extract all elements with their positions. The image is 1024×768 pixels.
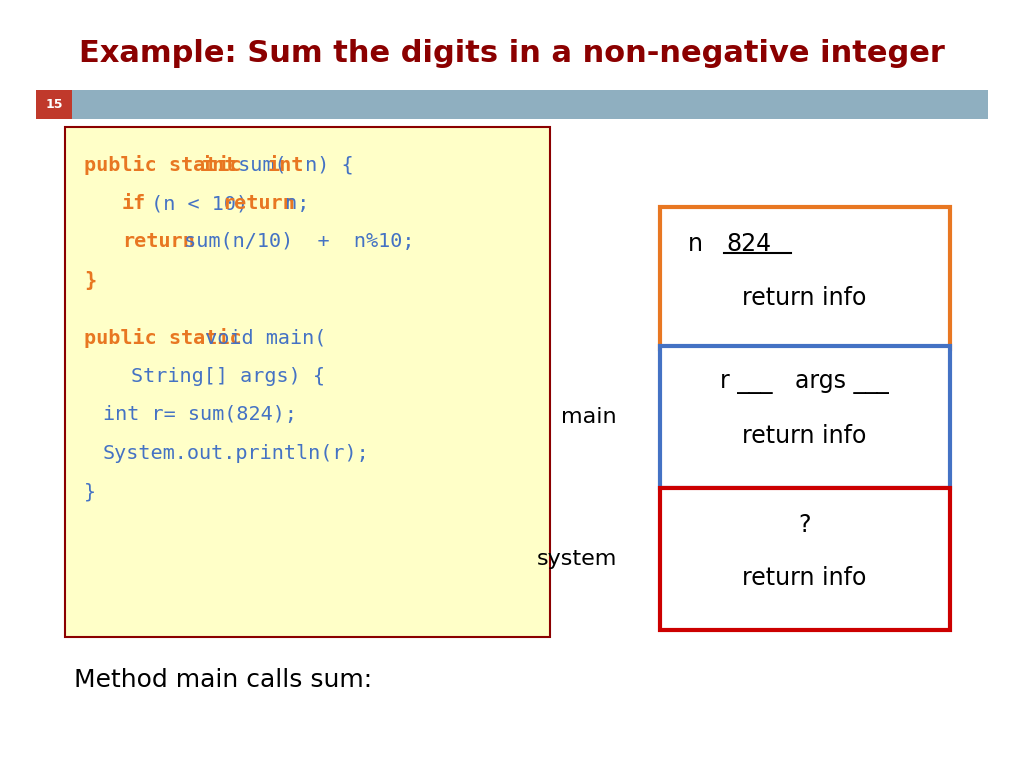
Text: sum(n/10)  +  n%10;: sum(n/10) + n%10; (172, 233, 415, 251)
FancyBboxPatch shape (659, 207, 950, 349)
Text: System.out.println(r);: System.out.println(r); (102, 444, 370, 462)
Text: n: n (688, 232, 718, 257)
Text: return: return (122, 233, 195, 251)
Text: String[] args) {: String[] args) { (131, 367, 326, 386)
Text: n) {: n) { (293, 156, 353, 174)
Text: }: } (84, 271, 96, 290)
Text: int: int (201, 156, 238, 174)
Text: int r= sum(824);: int r= sum(824); (102, 406, 297, 424)
Text: return info: return info (742, 424, 867, 449)
Text: public static: public static (84, 155, 254, 175)
Text: Example: Sum the digits in a non-negative integer: Example: Sum the digits in a non-negativ… (79, 39, 945, 68)
Text: ?: ? (799, 512, 811, 537)
Text: if: if (122, 194, 146, 213)
Text: }: } (84, 482, 96, 501)
Text: int: int (268, 156, 304, 174)
FancyBboxPatch shape (36, 90, 73, 119)
Text: n;: n; (272, 194, 309, 213)
FancyBboxPatch shape (73, 90, 988, 119)
FancyBboxPatch shape (659, 488, 950, 630)
Text: (n < 10): (n < 10) (138, 194, 260, 213)
Text: return info: return info (742, 566, 867, 591)
FancyBboxPatch shape (65, 127, 550, 637)
Text: Method main calls sum:: Method main calls sum: (74, 667, 373, 692)
Text: system: system (537, 548, 616, 569)
Text: return: return (222, 194, 295, 213)
Text: 824: 824 (726, 232, 771, 257)
Text: sum(: sum( (226, 156, 287, 174)
Text: r ___   args ___: r ___ args ___ (720, 370, 889, 395)
Text: public static: public static (84, 328, 242, 348)
Text: return info: return info (742, 286, 867, 310)
Text: void main(: void main( (193, 329, 326, 347)
Text: main: main (561, 406, 616, 427)
FancyBboxPatch shape (659, 346, 950, 488)
Text: 15: 15 (45, 98, 62, 111)
